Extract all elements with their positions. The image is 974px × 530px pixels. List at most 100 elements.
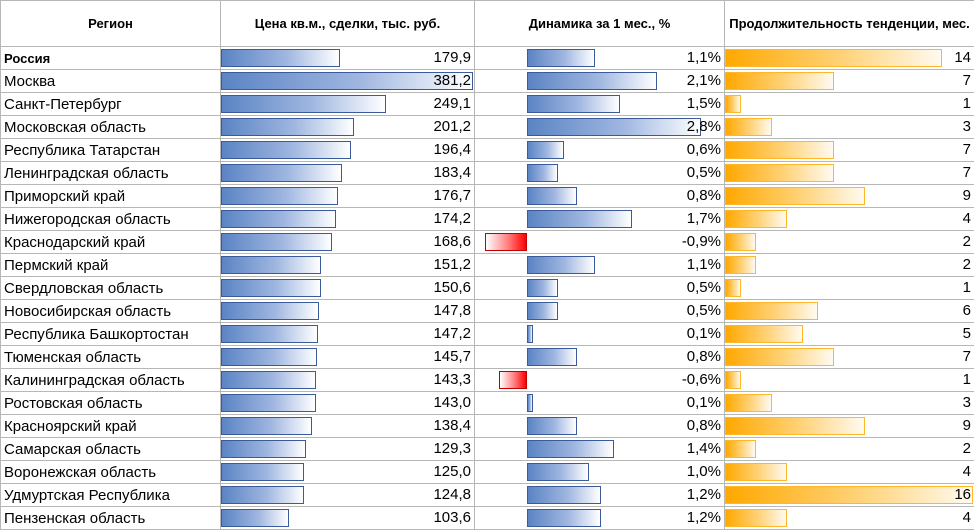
dynamics-bar <box>527 417 577 435</box>
price-cell: 183,4 <box>220 161 475 185</box>
price-value: 129,3 <box>433 440 471 457</box>
dynamics-cell: 1,1% <box>474 253 725 277</box>
duration-value: 9 <box>962 187 971 204</box>
duration-value: 1 <box>962 279 971 296</box>
price-bar <box>221 118 354 136</box>
price-bar <box>221 348 318 366</box>
dynamics-bar <box>527 302 558 320</box>
price-cell: 168,6 <box>220 230 475 254</box>
region-name: Новосибирская область <box>0 299 221 323</box>
price-value: 147,2 <box>433 325 471 342</box>
price-bar <box>221 164 343 182</box>
price-bar <box>221 394 316 412</box>
price-cell: 196,4 <box>220 138 475 162</box>
dynamics-value: 0,5% <box>686 279 721 296</box>
region-name: Свердловская область <box>0 276 221 300</box>
region-name: Нижегородская область <box>0 207 221 231</box>
duration-bar <box>725 486 973 504</box>
dynamics-bar <box>527 118 701 136</box>
dynamics-bar <box>484 233 527 251</box>
region-name: Пермский край <box>0 253 221 277</box>
dynamics-value: 0,6% <box>686 141 721 158</box>
duration-cell: 6 <box>724 299 974 323</box>
duration-cell: 2 <box>724 253 974 277</box>
price-value: 138,4 <box>433 417 471 434</box>
duration-value: 7 <box>962 164 971 181</box>
dynamics-bar <box>527 187 577 205</box>
price-value: 103,6 <box>433 509 471 526</box>
price-cell: 124,8 <box>220 483 475 507</box>
dynamics-value: 2,8% <box>686 118 721 135</box>
dynamics-bar <box>527 256 596 274</box>
duration-bar <box>725 394 772 412</box>
dynamics-value: 2,1% <box>686 72 721 89</box>
region-name: Московская область <box>0 115 221 139</box>
price-cell: 176,7 <box>220 184 475 208</box>
dynamics-value: 1,4% <box>686 440 721 457</box>
table-row: Ростовская область 143,0 0,1% 3 <box>0 391 974 415</box>
table-body: Россия 179,9 1,1% 14 Москва 381,2 2,1% 7 Санкт-П… <box>0 46 974 530</box>
duration-cell: 1 <box>724 276 974 300</box>
table-row: Санкт-Петербург 249,1 1,5% 1 <box>0 92 974 116</box>
price-value: 201,2 <box>433 118 471 135</box>
duration-cell: 3 <box>724 115 974 139</box>
duration-bar <box>725 233 756 251</box>
price-cell: 147,2 <box>220 322 475 346</box>
duration-value: 5 <box>962 325 971 342</box>
price-cell: 138,4 <box>220 414 475 438</box>
price-value: 150,6 <box>433 279 471 296</box>
table-row: Нижегородская область 174,2 1,7% 4 <box>0 207 974 231</box>
table-row: Пермский край 151,2 1,1% 2 <box>0 253 974 277</box>
dynamics-cell: -0,6% <box>474 368 725 392</box>
table-row: Воронежская область 125,0 1,0% 4 <box>0 460 974 484</box>
duration-value: 16 <box>954 486 971 503</box>
dynamics-value: 0,8% <box>686 348 721 365</box>
price-bar <box>221 72 473 90</box>
dynamics-cell: 2,1% <box>474 69 725 93</box>
table-row: Республика Башкортостан 147,2 0,1% 5 <box>0 322 974 346</box>
dynamics-value: 1,5% <box>686 95 721 112</box>
duration-bar <box>725 49 942 67</box>
dynamics-bar <box>527 440 614 458</box>
header-duration: Продолжительность тенденции, мес. <box>724 0 974 47</box>
duration-cell: 4 <box>724 460 974 484</box>
region-name: Удмуртская Республика <box>0 483 221 507</box>
duration-value: 3 <box>962 394 971 411</box>
duration-cell: 7 <box>724 138 974 162</box>
dynamics-value: 1,1% <box>686 256 721 273</box>
table-row: Москва 381,2 2,1% 7 <box>0 69 974 93</box>
duration-bar <box>725 187 865 205</box>
duration-cell: 1 <box>724 368 974 392</box>
dynamics-bar <box>527 164 558 182</box>
duration-cell: 4 <box>724 207 974 231</box>
duration-value: 7 <box>962 141 971 158</box>
region-name: Красноярский край <box>0 414 221 438</box>
duration-cell: 7 <box>724 69 974 93</box>
duration-cell: 14 <box>724 46 974 70</box>
region-name: Россия <box>0 46 221 70</box>
price-value: 124,8 <box>433 486 471 503</box>
dynamics-cell: 0,5% <box>474 161 725 185</box>
dynamics-cell: 1,7% <box>474 207 725 231</box>
region-name: Москва <box>0 69 221 93</box>
region-name: Краснодарский край <box>0 230 221 254</box>
dynamics-bar <box>527 95 620 113</box>
price-bar <box>221 49 340 67</box>
dynamics-cell: 0,1% <box>474 322 725 346</box>
dynamics-cell: 0,8% <box>474 345 725 369</box>
duration-bar <box>725 325 803 343</box>
duration-bar <box>725 141 834 159</box>
dynamics-value: 1,2% <box>686 509 721 526</box>
dynamics-bar <box>527 486 602 504</box>
price-bar <box>221 95 386 113</box>
dynamics-bar <box>527 348 577 366</box>
price-bar <box>221 325 319 343</box>
dynamics-cell: 0,1% <box>474 391 725 415</box>
price-cell: 249,1 <box>220 92 475 116</box>
duration-cell: 2 <box>724 230 974 254</box>
duration-bar <box>725 348 834 366</box>
price-cell: 174,2 <box>220 207 475 231</box>
duration-value: 14 <box>954 49 971 66</box>
duration-bar <box>725 72 834 90</box>
region-name: Самарская область <box>0 437 221 461</box>
